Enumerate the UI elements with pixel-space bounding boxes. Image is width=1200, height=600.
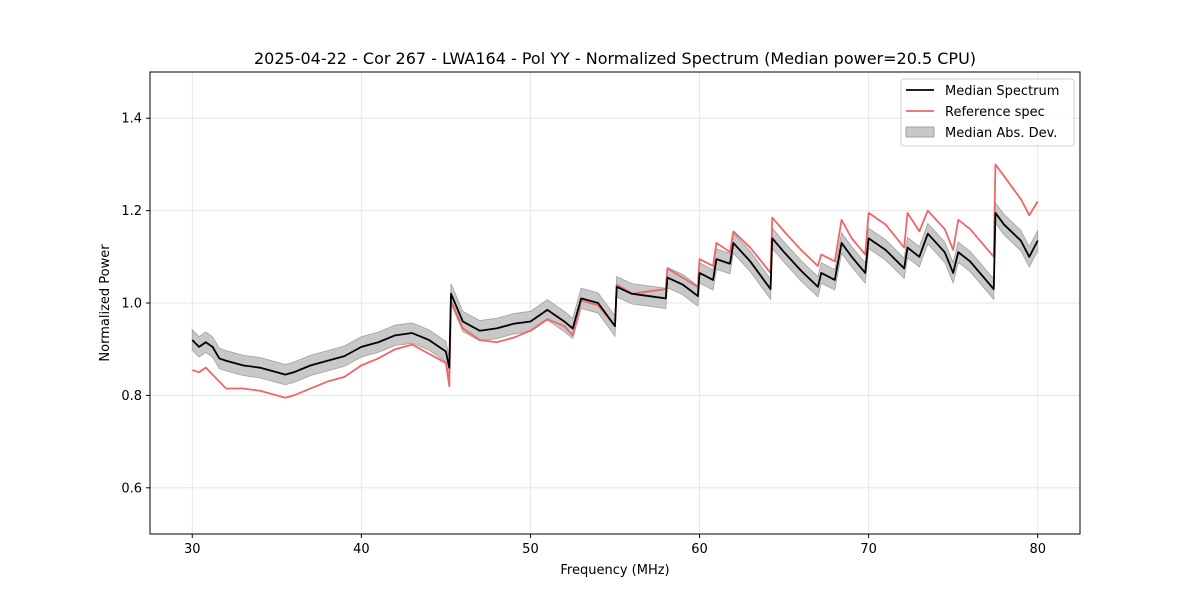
mad-band: [191, 201, 1039, 386]
legend: Median Spectrum Reference spec Median Ab…: [900, 78, 1075, 147]
x-tick-label: 70: [860, 542, 877, 557]
legend-mad-swatch: [905, 126, 935, 138]
x-tick-label: 60: [691, 542, 708, 557]
x-tick-label: 80: [1029, 542, 1046, 557]
chart-title: 2025-04-22 - Cor 267 - LWA164 - Pol YY -…: [254, 49, 976, 68]
legend-median-label: Median Spectrum: [945, 84, 1059, 99]
y-tick-label: 0.6: [121, 481, 142, 496]
x-axis-label: Frequency (MHz): [560, 563, 669, 578]
series-layer: [191, 163, 1039, 399]
legend-reference-label: Reference spec: [945, 105, 1045, 120]
mad-band-layer: [191, 201, 1039, 386]
x-tick-label: 50: [522, 542, 539, 557]
y-tick-label: 1.4: [121, 112, 142, 127]
x-tick-label: 40: [353, 542, 370, 557]
reference-spectrum-line: [191, 163, 1039, 399]
y-axis-ticks: 0.6 0.8 1.0 1.2 1.4: [121, 112, 150, 496]
y-tick-label: 1.0: [121, 297, 142, 312]
legend-box: [900, 78, 1075, 147]
x-tick-label: 30: [184, 542, 201, 557]
x-axis-ticks: 30 40 50 60 70 80: [184, 534, 1046, 557]
legend-mad-label: Median Abs. Dev.: [945, 126, 1057, 141]
y-tick-label: 1.2: [121, 204, 142, 219]
y-axis-label: Normalized Power: [98, 244, 113, 362]
y-tick-label: 0.8: [121, 389, 142, 404]
median-spectrum-line: [191, 212, 1039, 376]
